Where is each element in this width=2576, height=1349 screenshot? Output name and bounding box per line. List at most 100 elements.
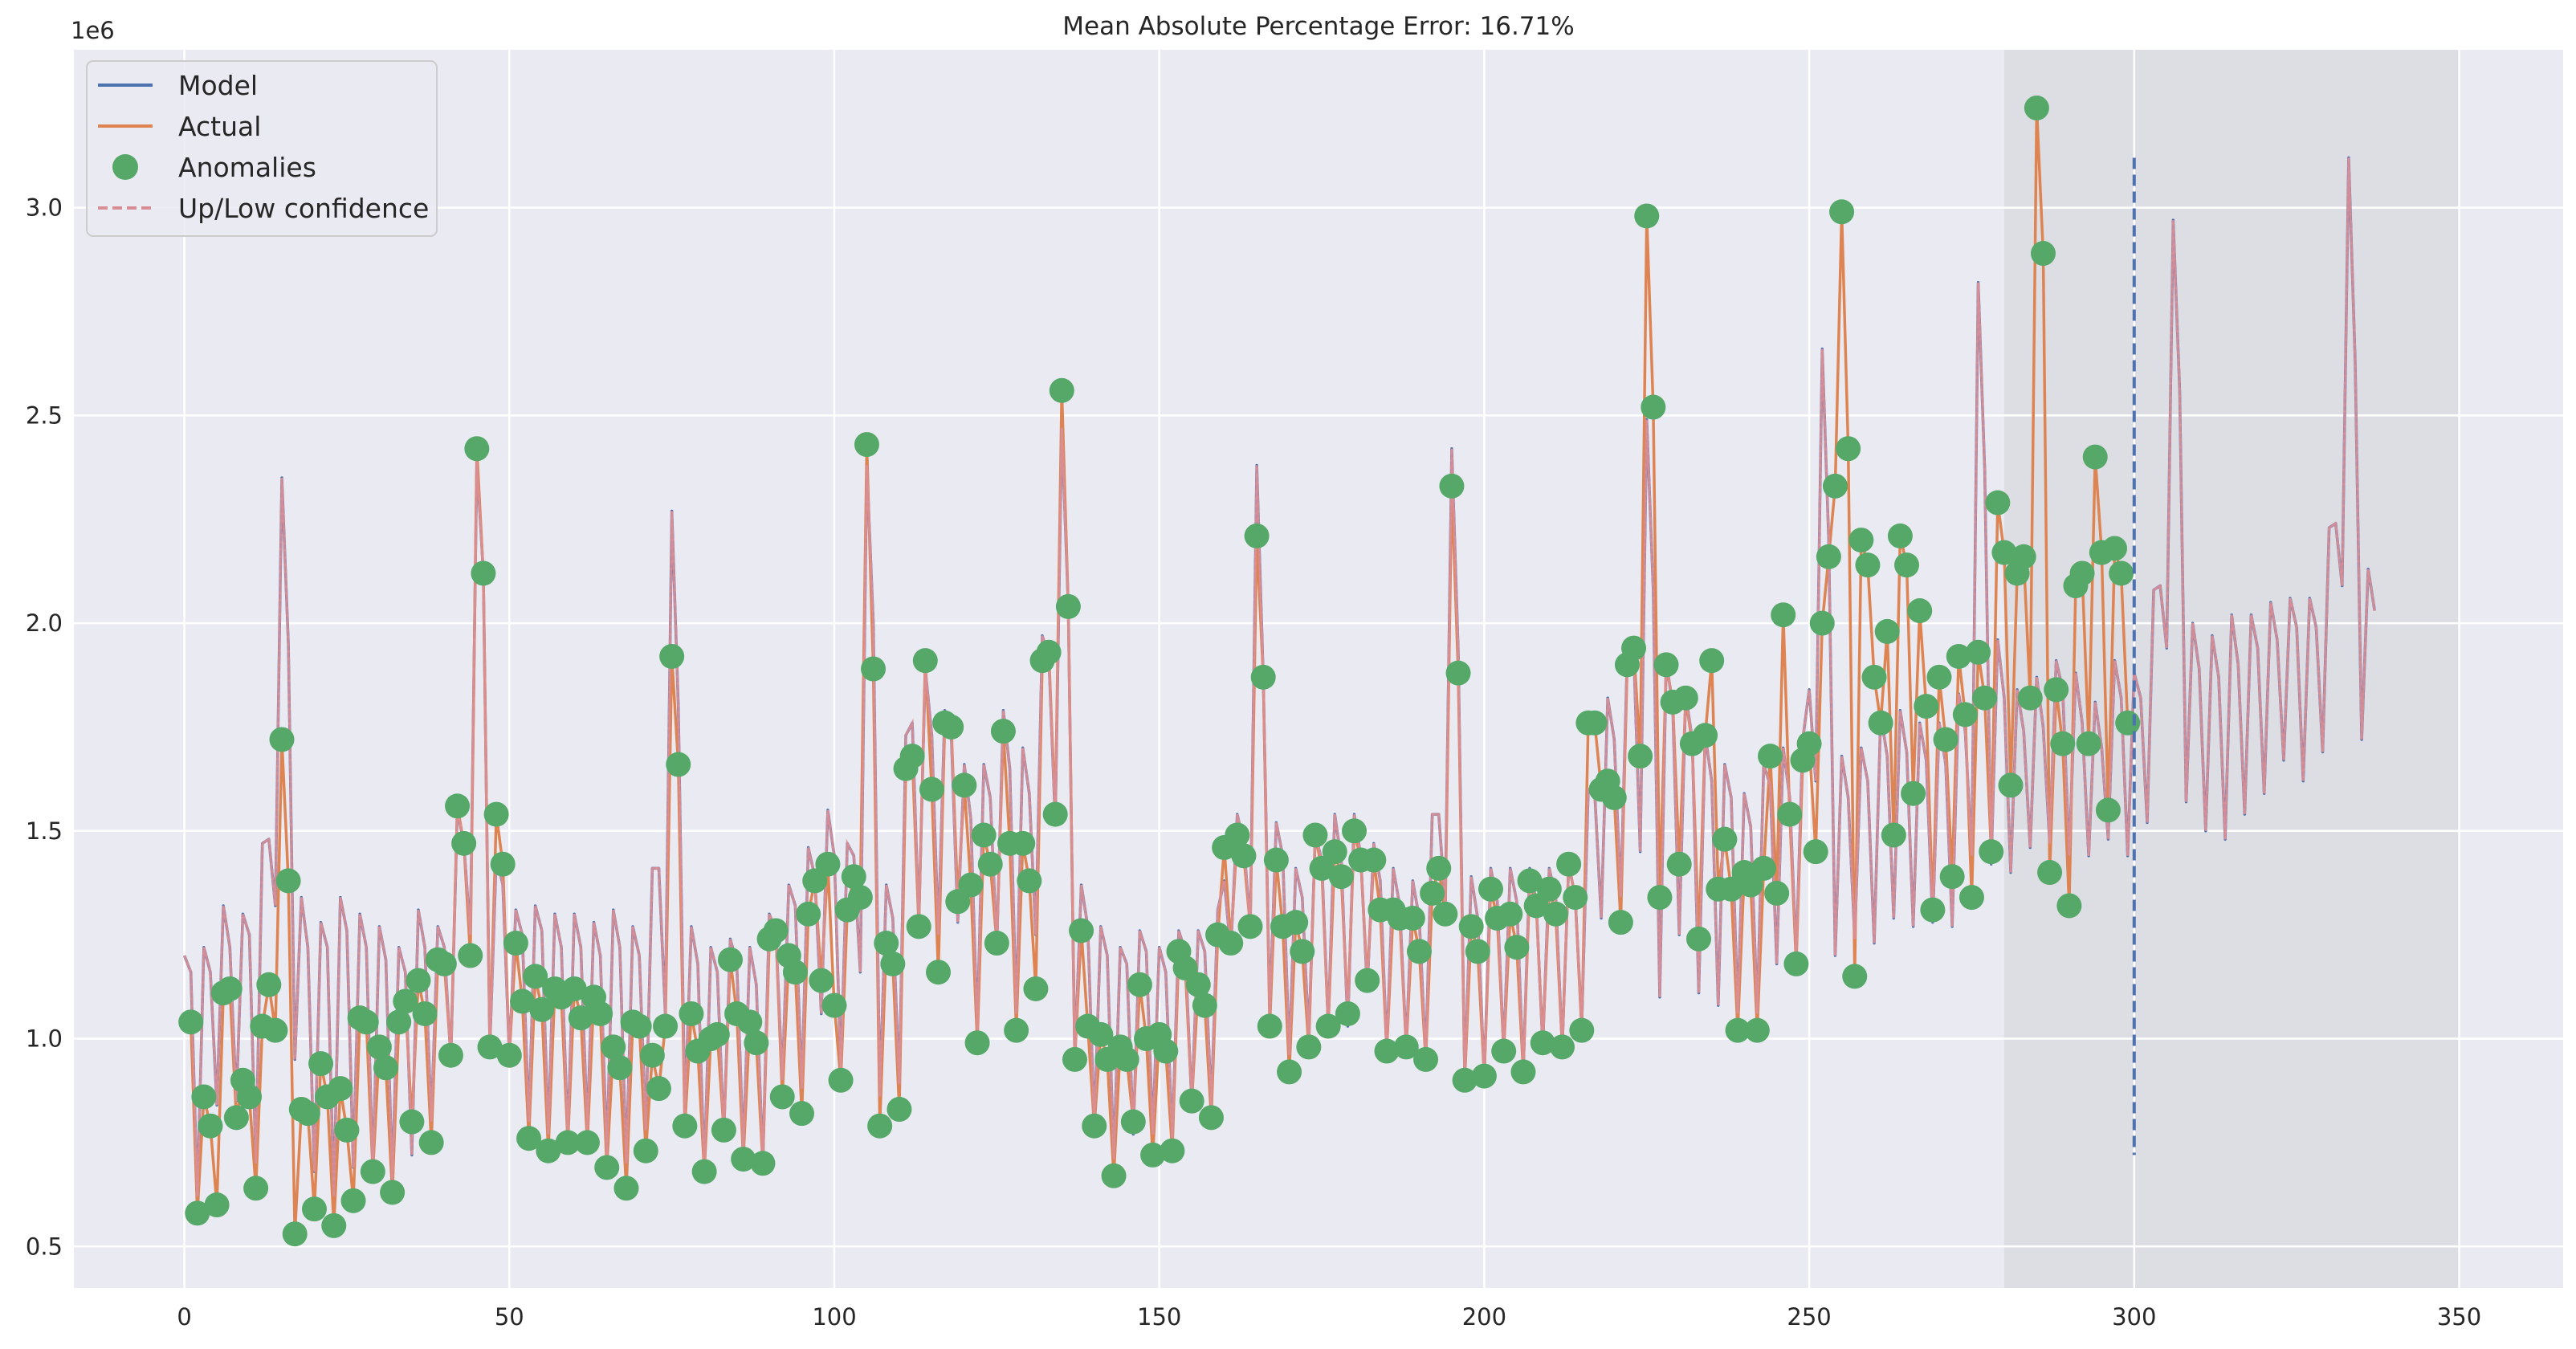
anomaly-point — [1257, 1013, 1282, 1039]
anomaly-point — [1192, 992, 1217, 1018]
anomaly-point — [1225, 822, 1250, 848]
anomaly-point — [204, 1192, 230, 1218]
anomaly-point — [1758, 744, 1783, 769]
anomaly-point — [952, 772, 977, 798]
anomaly-point — [977, 851, 1003, 877]
anomaly-point — [178, 1009, 204, 1035]
anomaly-point — [1842, 964, 1868, 989]
anomaly-point — [1809, 610, 1835, 636]
anomaly-point — [366, 1034, 392, 1060]
anomaly-point — [1725, 1017, 1751, 1043]
anomaly-point — [1907, 598, 1933, 624]
anomaly-point — [847, 885, 873, 911]
anomaly-point — [1458, 914, 1484, 939]
anomaly-point — [594, 1155, 620, 1180]
anomaly-point — [1926, 664, 1952, 690]
anomaly-point — [1244, 523, 1270, 548]
anomaly-point — [191, 1084, 217, 1110]
anomaly-point — [939, 714, 964, 740]
anomaly-point — [990, 719, 1016, 744]
anomaly-point — [1914, 694, 1939, 719]
anomaly-point — [1179, 1088, 1204, 1114]
anomaly-point — [406, 968, 431, 993]
anomaly-point — [1543, 901, 1568, 927]
anomaly-point — [1608, 910, 1633, 935]
anomaly-point — [588, 1001, 613, 1026]
anomaly-point — [1946, 643, 1971, 669]
y-tick-label: 1.0 — [26, 1025, 63, 1053]
x-tick-label: 350 — [2437, 1303, 2481, 1331]
anomaly-point — [483, 801, 509, 827]
anomaly-point — [2011, 544, 2036, 569]
anomaly-point — [1563, 885, 1588, 911]
anomaly-point — [601, 1034, 626, 1060]
anomaly-point — [1666, 851, 1692, 877]
anomaly-point — [555, 1130, 581, 1155]
anomaly-point — [1374, 1038, 1400, 1064]
y-tick-label: 1.5 — [26, 817, 63, 845]
anomaly-point — [1237, 914, 1263, 939]
anomaly-point — [906, 914, 931, 939]
anomaly-point — [1185, 972, 1211, 997]
anomaly-point — [1049, 377, 1074, 403]
anomaly-point — [821, 992, 847, 1018]
anomaly-point — [1536, 876, 1562, 902]
anomaly-point — [1991, 540, 2017, 565]
anomaly-point — [1861, 664, 1887, 690]
anomaly-point — [496, 1042, 522, 1068]
anomaly-point — [1628, 744, 1653, 769]
anomaly-point — [1966, 639, 1991, 665]
anomaly-point — [796, 901, 821, 927]
anomaly-point — [1101, 1163, 1127, 1188]
anomaly-point — [1406, 939, 1432, 964]
anomaly-point — [380, 1180, 406, 1205]
anomaly-point — [275, 868, 301, 894]
anomaly-point — [607, 1055, 633, 1081]
y-tick-label: 0.5 — [26, 1233, 63, 1260]
anomaly-point — [1952, 702, 1978, 727]
anomaly-point — [1712, 826, 1738, 852]
anomaly-point — [841, 864, 866, 890]
anomaly-point — [1198, 1105, 1224, 1131]
anomaly-point — [438, 1042, 463, 1068]
x-tick-label: 150 — [1137, 1303, 1181, 1331]
anomaly-point — [1979, 839, 2004, 865]
anomaly-point — [523, 964, 548, 989]
anomaly-point — [464, 436, 490, 462]
anomaly-point — [1218, 931, 1244, 956]
y-tick-label: 2.5 — [26, 401, 63, 429]
legend-model-label: Model — [178, 70, 258, 101]
anomaly-point — [1082, 1113, 1107, 1139]
anomaly-point — [613, 1176, 639, 1201]
anomaly-point — [1231, 843, 1257, 869]
anomaly-point — [1478, 876, 1503, 902]
anomaly-point — [1433, 901, 1458, 927]
anomaly-point — [223, 1105, 249, 1131]
anomaly-point — [2024, 95, 2049, 120]
anomaly-point — [282, 1221, 308, 1247]
anomaly-point — [1901, 780, 1926, 806]
anomaly-point — [1471, 1063, 1497, 1089]
anomaly-point — [1120, 1109, 1146, 1135]
anomaly-point — [691, 1159, 717, 1184]
anomaly-point — [926, 960, 951, 985]
anomaly-point — [958, 872, 984, 898]
anomaly-point — [679, 1001, 704, 1026]
anomaly-point — [1010, 830, 1036, 856]
anomaly-point — [633, 1138, 658, 1164]
anomaly-point — [1498, 901, 1523, 927]
anomaly-point — [1140, 1142, 1166, 1168]
anomaly-point — [964, 1030, 990, 1056]
anomaly-point — [1855, 552, 1881, 578]
anomaly-point — [1829, 199, 1855, 225]
anomaly-point — [1693, 723, 1718, 748]
anomaly-point — [568, 1005, 593, 1031]
anomaly-point — [2095, 797, 2121, 823]
anomaly-point — [1836, 436, 1861, 462]
anomaly-point — [458, 943, 483, 968]
anomaly-point — [1972, 685, 1998, 711]
anomaly-point — [1393, 1034, 1419, 1060]
anomaly-point — [1874, 618, 1900, 644]
